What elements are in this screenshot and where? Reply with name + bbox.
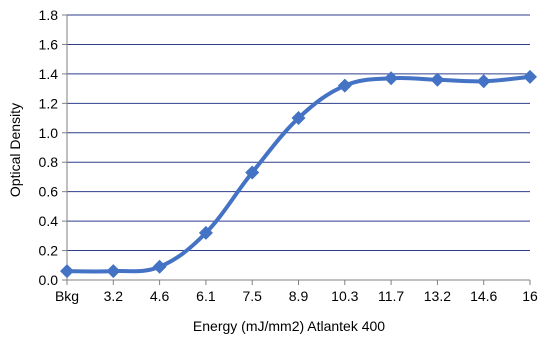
data-point-marker	[430, 72, 445, 87]
data-point-marker	[152, 259, 167, 274]
y-tick-label: 0.8	[39, 154, 59, 170]
x-tick-label: 6.1	[196, 288, 216, 304]
data-point-marker	[60, 264, 74, 279]
x-tick-labels: Bkg 3.2 4.6 6.1 7.5 8.9 10.3 11.7 13.2 14.6 16	[55, 288, 538, 304]
y-tick-label: 1.8	[39, 7, 59, 23]
gridlines	[67, 14, 530, 252]
y-tick-label: 1.4	[39, 66, 59, 82]
y-axis-title: Optical Density	[7, 103, 23, 197]
data-point-marker	[476, 74, 491, 89]
series	[60, 69, 537, 279]
x-tick-label: 11.7	[378, 288, 404, 304]
y-tick-label: 0.0	[39, 272, 59, 288]
data-point-marker	[245, 165, 260, 180]
y-tick-label: 1.6	[39, 36, 59, 52]
x-tick-label: 13.2	[424, 288, 451, 304]
x-tick-label: 3.2	[104, 288, 124, 304]
data-point-marker	[523, 69, 537, 84]
data-point-marker	[106, 264, 121, 279]
x-tick-label: Bkg	[55, 288, 79, 304]
x-tick-label: 4.6	[150, 288, 170, 304]
data-point-marker	[384, 71, 399, 86]
data-point-marker	[337, 78, 352, 93]
axes	[62, 14, 531, 285]
y-tick-label: 0.2	[39, 243, 59, 259]
y-tick-label: 0.4	[39, 213, 59, 229]
y-tick-labels: 0.0 0.2 0.4 0.6 0.8 1.0 1.2 1.4 1.6 1.8	[39, 7, 59, 288]
y-tick-label: 1.2	[39, 95, 59, 111]
data-point-marker	[291, 111, 306, 126]
y-tick-label: 0.6	[39, 184, 59, 200]
x-axis-title: Energy (mJ/mm2) Atlantek 400	[193, 318, 385, 334]
x-tick-label: 8.9	[289, 288, 309, 304]
x-tick-label: 10.3	[331, 288, 358, 304]
series-line	[65, 74, 532, 274]
x-tick-label: 14.6	[470, 288, 497, 304]
x-tick-label: 7.5	[242, 288, 262, 304]
x-tick-label: 16	[522, 288, 538, 304]
data-point-marker	[198, 225, 213, 240]
y-tick-label: 1.0	[39, 125, 59, 141]
